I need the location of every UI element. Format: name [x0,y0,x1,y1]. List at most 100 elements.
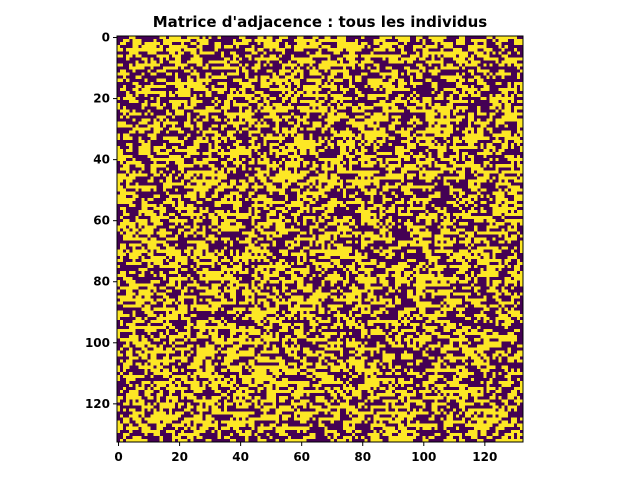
heatmap-cell [379,203,383,207]
heatmap-cell [260,155,264,159]
heatmap-cell [425,179,429,183]
heatmap-cell [284,167,288,171]
heatmap-cell [220,228,224,232]
heatmap-cell [330,136,334,140]
heatmap-cell [394,145,398,149]
heatmap-cell [284,240,288,244]
heatmap-cell [373,203,377,207]
heatmap-cell [498,97,502,101]
heatmap-cell [501,100,505,104]
heatmap-cell [168,200,172,204]
heatmap-cell [352,161,356,165]
heatmap-cell [489,231,493,235]
heatmap-cell [257,173,261,177]
heatmap-cell [489,197,493,201]
heatmap-cell [455,155,459,159]
heatmap-cell [342,216,346,220]
heatmap-cell [208,182,212,186]
heatmap-cell [407,106,411,110]
heatmap-cell [294,173,298,177]
heatmap-cell [434,213,438,217]
heatmap-cell [364,219,368,223]
heatmap-cell [312,54,316,58]
heatmap-cell [364,231,368,235]
heatmap-cell [168,139,172,143]
heatmap-cell [468,231,472,235]
heatmap-cell [184,94,188,98]
heatmap-cell [257,39,261,43]
heatmap-cell [349,148,353,153]
heatmap-cell [495,191,499,195]
heatmap-cell [510,191,514,195]
heatmap-cell [171,127,176,131]
heatmap-cell [168,255,172,259]
heatmap-cell [480,194,484,198]
heatmap-cell [132,39,136,43]
heatmap-cell [471,63,475,67]
heatmap-cell [171,48,176,52]
heatmap-cell [245,42,249,46]
heatmap-cell [513,139,517,143]
heatmap-cell [193,100,197,104]
heatmap-cell [132,45,136,49]
heatmap-cell [141,148,145,153]
heatmap-cell [312,121,316,125]
heatmap-cell [471,130,475,134]
heatmap-cell [126,124,130,128]
heatmap-cell [513,115,517,119]
heatmap-cell [236,66,240,70]
heatmap-cell [226,100,230,104]
heatmap-cell [400,213,404,217]
heatmap-cell [315,243,319,247]
heatmap-cell [217,87,221,91]
heatmap-cell [394,158,398,162]
heatmap-cell [382,106,386,110]
heatmap-cell [229,121,234,125]
heatmap-cell [132,222,136,226]
heatmap-cell [501,90,505,95]
heatmap-cell [495,210,499,214]
heatmap-cell [446,124,450,128]
heatmap-cell [333,179,337,183]
heatmap-cell [400,252,404,256]
heatmap-cell [184,100,188,104]
heatmap-cell [345,179,350,183]
heatmap-cell [309,63,313,67]
heatmap-cell [284,127,288,131]
heatmap-cell [315,36,319,40]
heatmap-cell [333,94,337,98]
heatmap-cell [443,206,447,211]
heatmap-cell [355,258,359,262]
heatmap-cell [248,100,252,104]
heatmap-cell [239,225,243,229]
heatmap-cell [217,200,221,204]
heatmap-cell [428,118,432,122]
heatmap-cell [370,206,374,211]
heatmap-cell [519,145,524,149]
heatmap-cell [327,115,331,119]
heatmap-cell [242,148,246,153]
heatmap-cell [388,210,392,214]
heatmap-cell [120,176,124,180]
heatmap-cell [443,167,447,171]
heatmap-cell [327,158,331,162]
heatmap-cell [165,121,169,125]
heatmap-cell [199,81,203,85]
heatmap-cell [391,48,395,52]
heatmap-cell [446,222,450,226]
heatmap-cell [364,130,368,134]
heatmap-cell [233,130,237,134]
heatmap-cell [175,84,179,88]
heatmap-cell [474,75,478,79]
heatmap-cell [486,194,490,198]
heatmap-cell [397,152,401,156]
heatmap-cell [281,179,285,183]
heatmap-cell [175,121,179,125]
heatmap-cell [370,51,374,55]
heatmap-cell [324,106,328,110]
heatmap-cell [318,173,322,177]
heatmap-cell [330,127,334,131]
heatmap-cell [342,161,346,165]
heatmap-cell [309,249,313,253]
heatmap-cell [291,158,295,162]
